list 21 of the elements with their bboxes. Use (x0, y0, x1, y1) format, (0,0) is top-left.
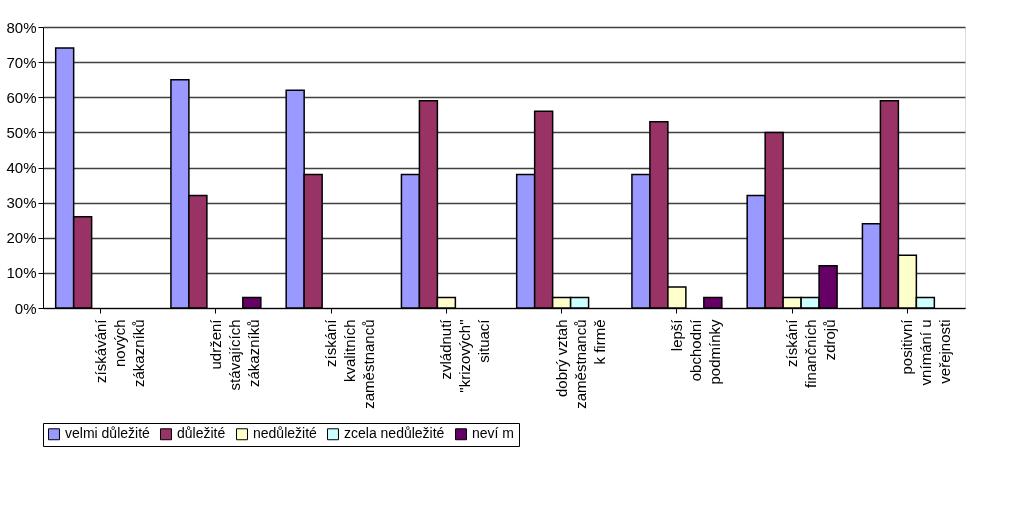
y-tick-label: 70% (6, 53, 37, 71)
y-tick-label: 40% (6, 159, 37, 176)
x-tick-label: zvládnutí "krizových" situací (437, 318, 493, 393)
y-tick-label: 10% (6, 264, 37, 282)
x-tick-label: dobrý vztah zaměstnanců k firmě (552, 319, 608, 409)
legend-label: důležité (177, 425, 226, 442)
y-tick-label: 20% (6, 229, 37, 247)
x-tick-label: získávání nových zákazníků (91, 318, 147, 388)
y-tick-label: 80% (6, 18, 37, 36)
y-tick-label: 30% (6, 194, 37, 212)
x-tick-label: positivní vnímání u veřejnosti (898, 318, 954, 386)
x-tick-label: lepší obchodní podmínky (667, 318, 723, 385)
legend-label: nedůležité (253, 425, 318, 442)
y-tick-label: 0% (14, 299, 37, 317)
legend-label: neví m (472, 425, 515, 442)
y-tick-label: 50% (6, 123, 37, 141)
y-tick-label: 60% (6, 88, 37, 106)
legend-label: zcela nedůležité (344, 425, 445, 442)
legend-label: velmi důležité (65, 425, 151, 442)
x-tick-label: získání finančních zdrojů (783, 318, 839, 388)
x-tick-label: udržení stávajících zákazníků (206, 318, 262, 391)
